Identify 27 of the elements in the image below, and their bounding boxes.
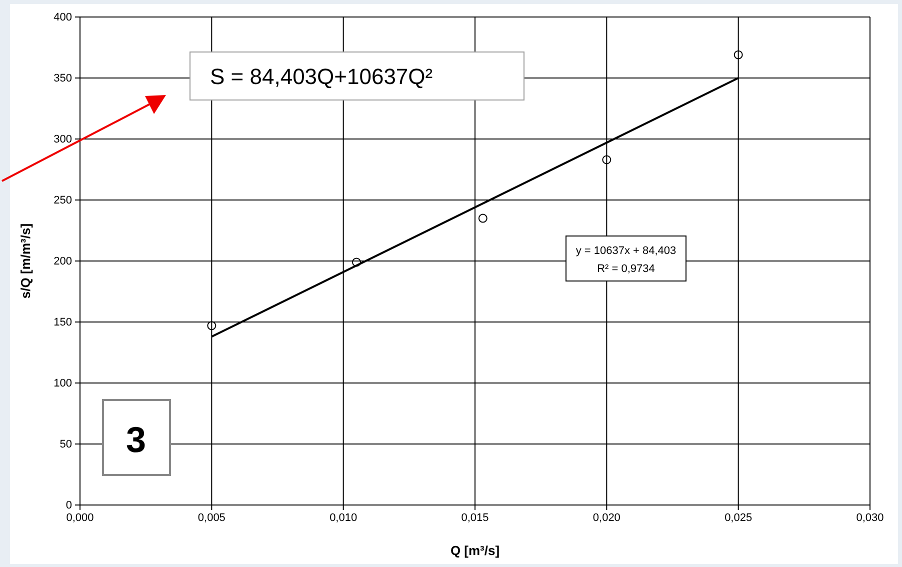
x-tick-label: 0,020 — [592, 512, 620, 524]
y-tick-label: 100 — [54, 378, 72, 390]
x-tick-label: 0,025 — [724, 512, 752, 524]
y-axis-title: s/Q [m/m³/s] — [18, 223, 33, 299]
point — [478, 214, 488, 223]
y-tick-label: 400 — [54, 12, 72, 24]
point — [352, 258, 361, 267]
y-tick-label: 0 — [66, 500, 72, 512]
annotation: R² = 0,9734 — [597, 263, 655, 275]
point — [734, 50, 743, 60]
y-tick-label: 200 — [54, 256, 72, 268]
annotation: S = 84,403Q+10637Q² — [210, 64, 433, 89]
y-tick-label: 350 — [54, 72, 72, 85]
point — [207, 321, 216, 330]
y-tick-label: 250 — [54, 194, 72, 207]
annotation: 3 — [126, 419, 146, 460]
point — [602, 155, 612, 164]
x-tick-label: 0,030 — [856, 512, 884, 524]
x-tick-label: 0,000 — [66, 512, 94, 524]
y-tick-label: 300 — [54, 134, 72, 146]
y-tick-label: 150 — [54, 316, 72, 329]
y-tick-label: 50 — [60, 438, 72, 451]
annotation: y = 10637x + 84,403 — [576, 245, 676, 257]
x-tick-label: 0,015 — [461, 512, 489, 524]
x-tick-label: 0,010 — [330, 512, 358, 524]
x-axis-title: Q [m³/s] — [450, 543, 500, 558]
x-tick-label: 0,005 — [198, 512, 226, 524]
